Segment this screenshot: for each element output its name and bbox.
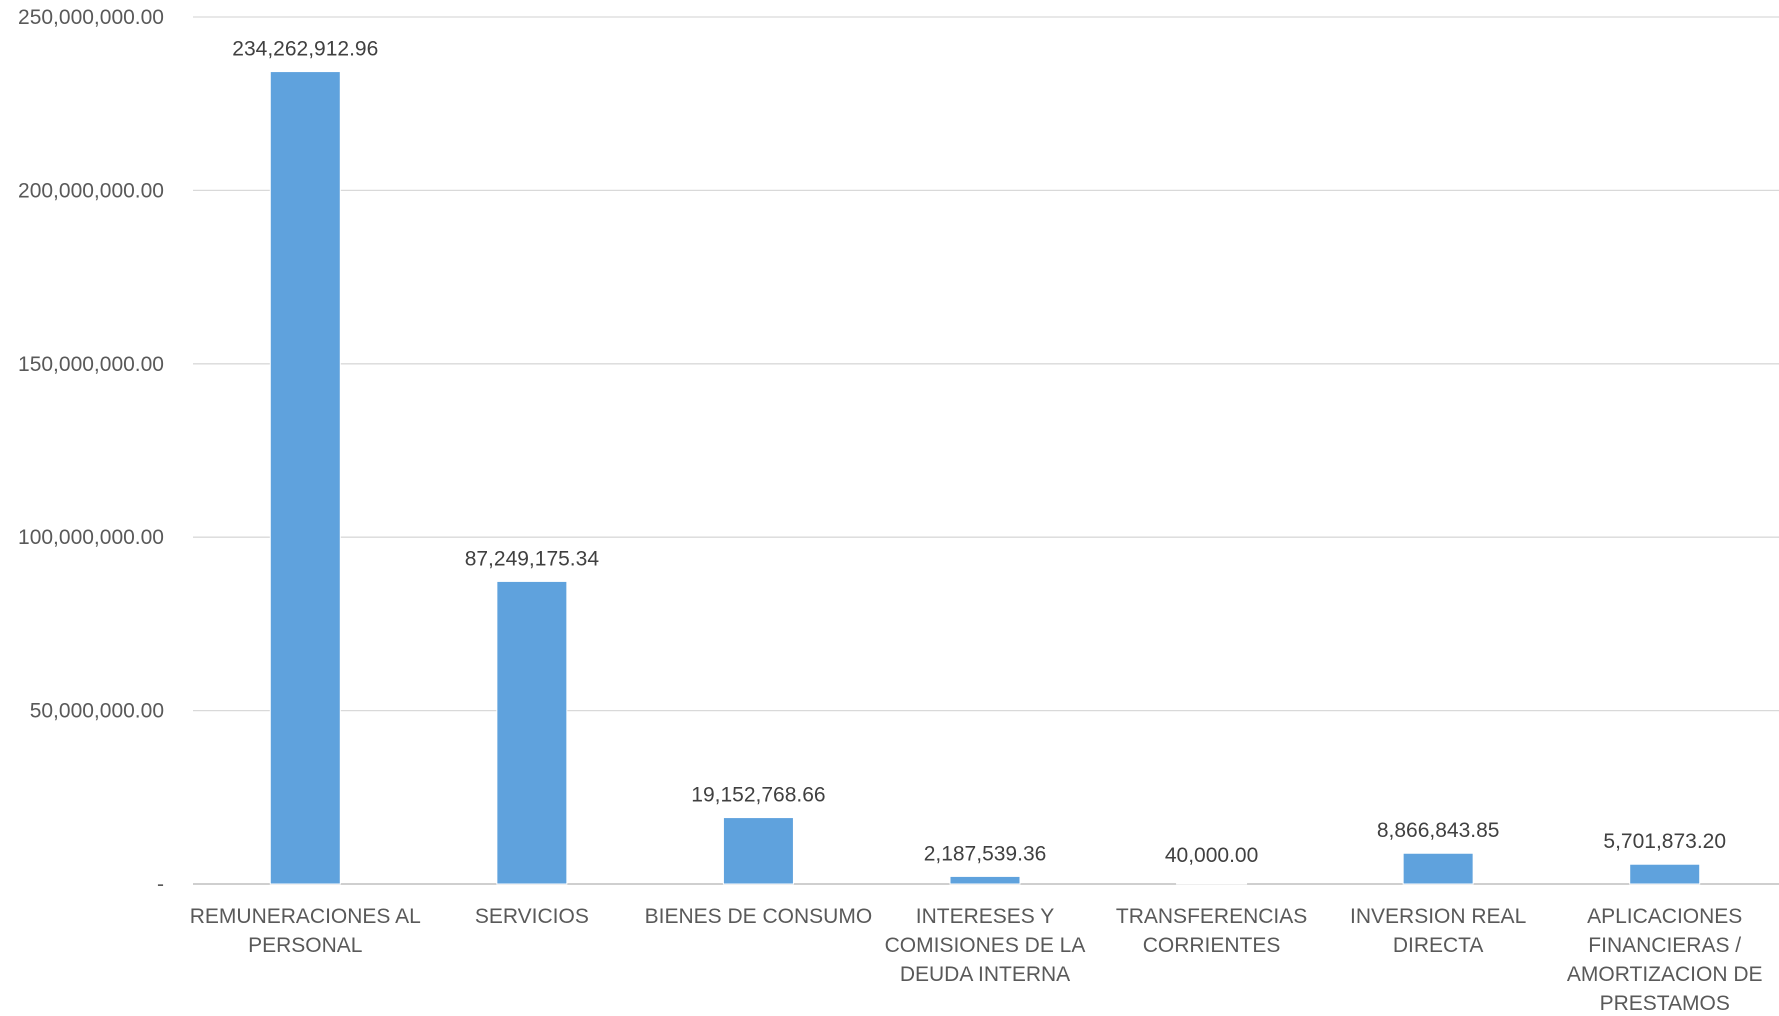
x-category-label: BIENES DE CONSUMO — [645, 905, 873, 928]
data-labels: 234,262,912.96 87,249,175.34 19,152,768.66… — [232, 38, 1726, 867]
x-category-label: PRESTAMOS — [1600, 992, 1730, 1015]
x-axis-category-labels: REMUNERACIONES AL PERSONAL SERVICIOS BIENES… — [190, 905, 1763, 1015]
x-category-label: CORRIENTES — [1143, 934, 1281, 957]
bar — [722, 817, 794, 885]
data-label: 87,249,175.34 — [465, 547, 600, 570]
bar — [496, 580, 568, 885]
x-category-label: AMORTIZACION DE — [1567, 963, 1763, 986]
x-category-label: REMUNERACIONES AL — [190, 905, 421, 928]
x-category-label: INVERSION REAL — [1350, 905, 1526, 928]
bar — [269, 71, 341, 885]
x-category-label: PERSONAL — [248, 934, 362, 957]
y-tick-label: 200,000,000.00 — [18, 179, 164, 202]
x-category-label: COMISIONES DE LA — [885, 934, 1086, 957]
data-label: 19,152,768.66 — [691, 784, 825, 807]
data-label: 8,866,843.85 — [1377, 819, 1500, 842]
bars — [269, 71, 1701, 885]
bar — [1402, 852, 1474, 885]
x-category-label: INTERESES Y — [916, 905, 1055, 928]
y-tick-label: 250,000,000.00 — [18, 6, 164, 29]
x-category-label: APLICACIONES — [1587, 905, 1742, 928]
x-category-label: DEUDA INTERNA — [900, 963, 1070, 986]
y-tick-label: 100,000,000.00 — [18, 526, 164, 549]
y-tick-label: 50,000,000.00 — [30, 700, 164, 723]
y-axis-tick-labels: - 50,000,000.00 100,000,000.00 150,000,000.… — [18, 6, 164, 896]
x-category-label: DIRECTA — [1393, 934, 1484, 957]
y-tick-label: - — [157, 873, 164, 896]
x-category-label: SERVICIOS — [475, 905, 589, 928]
data-label: 40,000.00 — [1165, 844, 1258, 867]
bar — [1629, 863, 1701, 885]
data-label: 2,187,539.36 — [924, 842, 1047, 865]
bar — [949, 875, 1021, 885]
gridlines — [193, 16, 1779, 885]
x-category-label: TRANSFERENCIAS — [1116, 905, 1307, 928]
data-label: 5,701,873.20 — [1603, 830, 1726, 853]
y-tick-label: 150,000,000.00 — [18, 353, 164, 376]
x-category-label: FINANCIERAS / — [1588, 934, 1741, 957]
bar — [1176, 883, 1248, 885]
data-label: 234,262,912.96 — [232, 38, 378, 61]
